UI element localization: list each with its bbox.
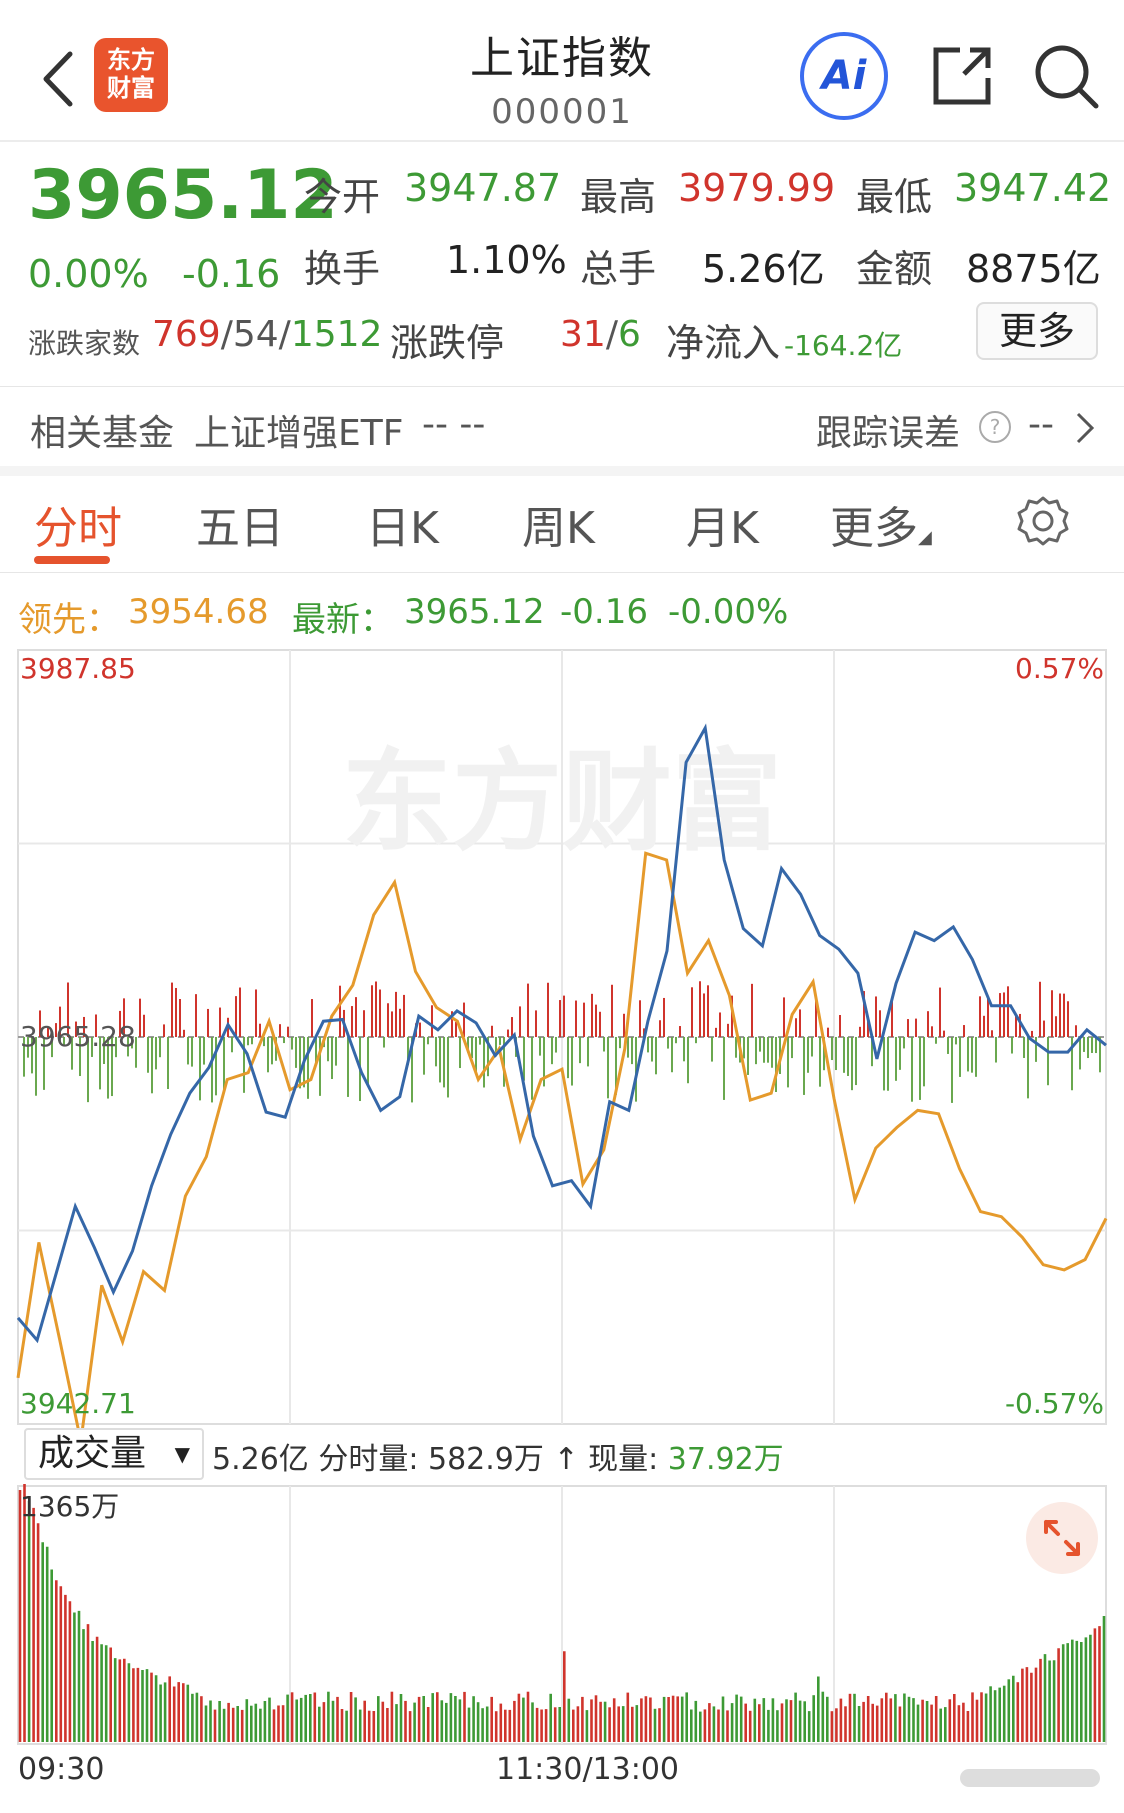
home-indicator bbox=[960, 1765, 1100, 1791]
up-arrow-icon: ↑ bbox=[553, 1442, 579, 1477]
axis-top-pct: 0.57% bbox=[1015, 652, 1104, 685]
share-button[interactable] bbox=[926, 40, 998, 112]
tab-five-day[interactable]: 五日 bbox=[196, 503, 284, 554]
tab-weekly-k[interactable]: 周K bbox=[522, 503, 595, 554]
axis-bottom-pct: -0.57% bbox=[1005, 1387, 1104, 1420]
high-label: 最高 bbox=[580, 175, 657, 219]
gear-icon bbox=[1017, 496, 1069, 546]
limit-up: 31 bbox=[560, 314, 606, 355]
indicator-change-pct: -0.00% bbox=[668, 592, 789, 632]
chevron-left-icon bbox=[43, 51, 73, 107]
tracking-label: 跟踪误差 bbox=[816, 413, 961, 454]
stock-code: 000001 bbox=[491, 92, 633, 132]
breadth-flat: 54 bbox=[232, 314, 279, 355]
logo-text-top: 东方 bbox=[107, 46, 155, 74]
latest-label: 最新： bbox=[292, 600, 394, 640]
volume-info: 5.26亿 分时量: 582.9万 ↑ 现量: 37.92万 bbox=[212, 1434, 784, 1478]
open-value: 3947.87 bbox=[404, 166, 562, 210]
tracking-value: -- bbox=[1028, 404, 1054, 445]
volume-bars bbox=[18, 1484, 1106, 1742]
lead-value: 3954.68 bbox=[128, 592, 269, 632]
tick-volume-value: 582.9万 bbox=[428, 1442, 544, 1477]
breadth-separator: / bbox=[278, 314, 291, 355]
settings-button[interactable] bbox=[1016, 494, 1070, 552]
volume-select-label: 成交量 bbox=[38, 1433, 147, 1474]
tab-daily-k[interactable]: 日K bbox=[366, 503, 439, 554]
breadth-values: 769/54/1512 bbox=[152, 314, 382, 355]
ai-button[interactable]: Ai bbox=[800, 32, 888, 120]
limit-label: 涨跌停 bbox=[390, 321, 505, 365]
logo-text-bottom: 财富 bbox=[107, 74, 155, 102]
time-start: 09:30 bbox=[18, 1752, 105, 1787]
high-value: 3979.99 bbox=[678, 166, 836, 210]
svg-text:?: ? bbox=[990, 415, 1001, 439]
breadth-label: 涨跌家数 bbox=[28, 327, 141, 360]
share-icon bbox=[933, 47, 991, 105]
volume-value: 5.26亿 bbox=[702, 247, 825, 291]
fund-label: 相关基金 bbox=[30, 413, 175, 454]
change-value: -0.16 bbox=[182, 252, 281, 296]
tab-intraday[interactable]: 分时 bbox=[34, 503, 122, 554]
turnover-label: 换手 bbox=[304, 247, 381, 291]
lead-line bbox=[16, 851, 1108, 1430]
axis-mid-price: 3965.28 bbox=[20, 1020, 136, 1053]
page-title: 上证指数 bbox=[470, 33, 654, 84]
open-label: 今开 bbox=[304, 175, 381, 219]
amount-value: 8875亿 bbox=[966, 247, 1101, 291]
intraday-price-chart[interactable]: 东方财富 3987.85 0.57% 3965.28 3942.71 -0.57… bbox=[0, 640, 1124, 1430]
netflow-label: 净流入 bbox=[666, 321, 781, 365]
limit-values: 31/6 bbox=[560, 314, 641, 355]
current-volume-value: 37.92万 bbox=[667, 1442, 784, 1477]
time-mid: 11:30/13:00 bbox=[496, 1752, 680, 1787]
fund-name: 上证增强ETF bbox=[194, 413, 404, 454]
volume-indicator-select[interactable]: 成交量 ▼ bbox=[24, 1428, 204, 1480]
app-logo: 东方 财富 bbox=[94, 38, 168, 112]
dropdown-caret-icon: ▼ bbox=[174, 1442, 190, 1466]
search-button[interactable] bbox=[1030, 40, 1102, 112]
active-tab-indicator bbox=[34, 556, 110, 564]
change-percent: 0.00% bbox=[28, 252, 149, 296]
flow-bars bbox=[23, 981, 1101, 1103]
lead-label: 领先： bbox=[18, 600, 120, 640]
breadth-separator: / bbox=[220, 314, 233, 355]
limit-separator: / bbox=[605, 314, 618, 355]
expand-chart-button[interactable] bbox=[1026, 1502, 1098, 1574]
breadth-down: 1512 bbox=[290, 314, 383, 355]
tab-more-label: 更多 bbox=[830, 503, 918, 554]
question-circle-icon[interactable]: ? bbox=[978, 410, 1012, 448]
indicator-change: -0.16 bbox=[560, 592, 648, 632]
netflow-value: -164.2亿 bbox=[784, 329, 903, 362]
ai-label: Ai bbox=[821, 53, 867, 99]
volume-max-label: 1365万 bbox=[20, 1490, 119, 1523]
related-fund-row[interactable]: 相关基金 上证增强ETF -- -- 跟踪误差 ? -- bbox=[0, 388, 1124, 468]
tab-more[interactable]: 更多◢ bbox=[830, 492, 932, 556]
volume-chart[interactable]: 1365万 bbox=[0, 1484, 1124, 1748]
current-volume-label: 现量: bbox=[588, 1442, 659, 1477]
axis-bottom-price: 3942.71 bbox=[20, 1387, 136, 1420]
current-price: 3965.12 bbox=[28, 156, 338, 235]
tick-volume-label: 分时量: bbox=[318, 1442, 419, 1477]
chevron-right-icon bbox=[1072, 410, 1096, 450]
tab-monthly-k[interactable]: 月K bbox=[686, 503, 759, 554]
expand-icon bbox=[1044, 1520, 1080, 1556]
axis-top-price: 3987.85 bbox=[20, 652, 136, 685]
fund-values: -- -- bbox=[422, 404, 486, 445]
caret-down-icon: ◢ bbox=[918, 527, 932, 548]
volume-total: 5.26亿 bbox=[212, 1442, 309, 1477]
amount-label: 金额 bbox=[856, 247, 933, 291]
more-quote-button[interactable]: 更多 bbox=[976, 302, 1098, 360]
limit-down: 6 bbox=[617, 314, 641, 355]
chart-grid bbox=[18, 650, 1106, 1424]
price-line bbox=[16, 723, 1107, 1344]
latest-value: 3965.12 bbox=[404, 592, 545, 632]
search-icon bbox=[1035, 45, 1099, 109]
volume-grid bbox=[289, 1486, 835, 1744]
turnover-value: 1.10% bbox=[446, 238, 567, 282]
breadth-up: 769 bbox=[152, 314, 221, 355]
low-label: 最低 bbox=[856, 175, 933, 219]
low-value: 3947.42 bbox=[954, 166, 1112, 210]
back-button[interactable] bbox=[36, 44, 80, 114]
volume-label: 总手 bbox=[580, 247, 657, 291]
